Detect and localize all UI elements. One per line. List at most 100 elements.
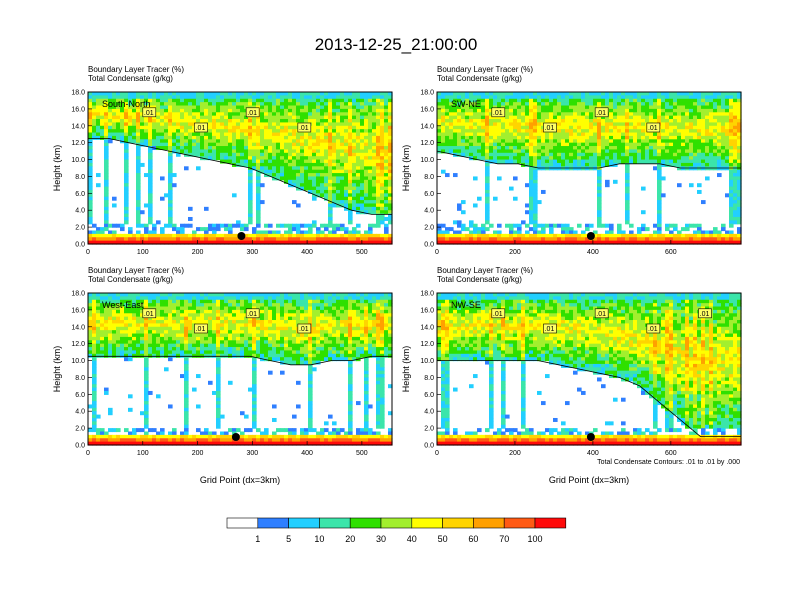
field-cell — [641, 95, 646, 100]
field-cell — [228, 115, 233, 120]
field-cell — [160, 233, 165, 238]
field-cell — [92, 367, 97, 372]
field-cell — [629, 240, 634, 245]
field-cell — [184, 112, 189, 117]
field-cell — [489, 142, 494, 147]
field-cell — [352, 237, 357, 242]
field-cell — [581, 135, 586, 140]
field-cell — [705, 142, 710, 147]
field-cell — [533, 98, 538, 103]
field-cell — [561, 122, 566, 127]
field-cell — [585, 240, 590, 245]
field-cell — [517, 112, 522, 117]
field-cell — [481, 233, 486, 238]
field-cell — [725, 119, 730, 123]
field-cell — [92, 309, 97, 314]
field-cell — [248, 206, 253, 211]
field-cell — [481, 129, 486, 134]
field-cell — [553, 142, 558, 147]
field-cell — [116, 237, 121, 242]
field-cell — [613, 98, 618, 103]
field-cell — [260, 119, 265, 123]
field-cell — [617, 156, 622, 161]
field-cell — [665, 112, 670, 117]
field-cell — [260, 240, 265, 245]
field-cell — [176, 142, 181, 147]
field-cell — [308, 102, 313, 107]
field-cell — [248, 125, 253, 130]
field-cell — [232, 125, 237, 130]
field-cell — [220, 95, 225, 100]
field-cell — [717, 149, 722, 154]
field-cell — [112, 336, 117, 341]
field-cell — [721, 122, 726, 127]
field-cell — [388, 149, 393, 154]
field-cell — [156, 237, 161, 242]
field-cell — [220, 142, 225, 147]
field-cell — [517, 149, 522, 154]
field-cell — [248, 105, 253, 110]
field-cell — [148, 220, 153, 225]
field-cell — [212, 92, 217, 96]
field-cell — [332, 112, 337, 117]
field-cell — [340, 233, 345, 238]
field-cell — [136, 122, 141, 127]
field-cell — [304, 146, 309, 151]
field-cell — [713, 132, 718, 137]
field-cell — [336, 119, 341, 123]
field-cell — [112, 233, 117, 238]
field-cell — [256, 200, 261, 205]
field-cell — [252, 162, 257, 167]
field-cell — [296, 183, 301, 188]
field-cell — [533, 179, 538, 184]
field-cell — [376, 223, 381, 228]
field-cell — [473, 132, 478, 137]
field-cell — [112, 333, 117, 338]
field-cell — [264, 156, 269, 161]
field-cell — [196, 227, 201, 232]
field-cell — [308, 176, 313, 181]
field-cell — [553, 156, 558, 161]
field-cell — [661, 122, 666, 127]
field-cell — [320, 115, 325, 120]
field-cell — [513, 156, 518, 161]
contour-label-box — [646, 122, 661, 133]
field-cell — [352, 108, 357, 113]
field-cell — [96, 183, 101, 188]
field-cell — [168, 98, 173, 103]
field-cell — [336, 112, 341, 117]
field-cell — [356, 189, 361, 194]
field-cell — [228, 95, 233, 100]
field-cell — [120, 132, 125, 137]
field-cell — [300, 159, 305, 164]
field-cell — [276, 122, 281, 127]
field-cell — [336, 186, 341, 191]
field-cell — [597, 206, 602, 211]
field-cell — [132, 233, 137, 238]
field-cell — [224, 240, 229, 245]
field-cell — [228, 237, 233, 242]
field-cell — [280, 115, 285, 120]
field-cell — [657, 146, 662, 151]
field-cell — [248, 162, 253, 167]
field-cell — [320, 240, 325, 245]
field-cell — [388, 179, 393, 184]
field-cell — [653, 149, 658, 154]
field-cell — [272, 149, 277, 154]
field-cell — [525, 183, 530, 188]
field-cell — [509, 125, 514, 130]
field-cell — [597, 173, 602, 178]
field-cell — [356, 146, 361, 151]
field-cell — [292, 149, 297, 154]
field-cell — [292, 135, 297, 140]
field-cell — [485, 129, 490, 134]
y-tick-label: 10.0 — [420, 157, 434, 164]
field-cell — [324, 119, 329, 123]
field-cell — [737, 179, 742, 184]
field-cell — [701, 115, 706, 120]
field-cell — [356, 233, 361, 238]
field-cell — [384, 119, 389, 123]
field-cell — [561, 146, 566, 151]
field-cell — [441, 102, 446, 107]
field-cell — [453, 139, 458, 144]
